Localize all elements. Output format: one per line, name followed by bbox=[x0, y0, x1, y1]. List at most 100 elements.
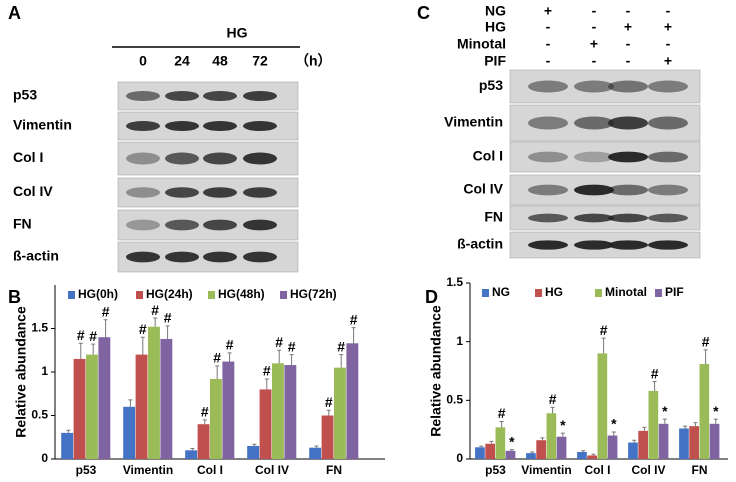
bar bbox=[495, 427, 506, 459]
row-label: Vimentin bbox=[13, 117, 72, 133]
error-bar bbox=[499, 420, 504, 428]
significance-mark: # bbox=[89, 328, 97, 344]
bar bbox=[123, 406, 136, 459]
y-tick-label: 0.5 bbox=[446, 393, 463, 407]
blot-band bbox=[126, 219, 160, 231]
blot-band bbox=[203, 187, 237, 198]
y-axis-label: Relative abundance bbox=[13, 306, 29, 438]
bar bbox=[309, 447, 322, 459]
row-label: Col I bbox=[473, 148, 503, 164]
blot-band bbox=[528, 213, 568, 223]
error-bar bbox=[140, 336, 145, 355]
blot-band bbox=[574, 80, 614, 93]
bar bbox=[556, 436, 567, 459]
error-bar bbox=[652, 381, 657, 391]
significance-mark: # bbox=[702, 334, 710, 350]
error-bar bbox=[252, 443, 257, 446]
treatment-mark: + bbox=[624, 19, 632, 35]
blot-band bbox=[528, 184, 568, 196]
bar bbox=[148, 326, 160, 459]
bar bbox=[679, 428, 689, 459]
blot-band bbox=[165, 219, 199, 231]
blot-band bbox=[203, 251, 237, 263]
blot-band bbox=[243, 187, 277, 198]
row-label: p53 bbox=[13, 87, 37, 103]
error-bar bbox=[703, 349, 708, 364]
blot-band bbox=[126, 187, 160, 198]
x-tick-label: Col IV bbox=[255, 463, 289, 477]
blot-band bbox=[126, 152, 160, 165]
time-unit: （h） bbox=[295, 53, 332, 69]
significance-mark: * bbox=[662, 403, 668, 419]
significance-mark: # bbox=[549, 391, 557, 407]
legend-label: HG(24h) bbox=[146, 287, 193, 301]
legend-swatch bbox=[280, 291, 287, 299]
blot-band bbox=[608, 151, 648, 163]
error-bar bbox=[153, 317, 158, 327]
bar bbox=[648, 390, 659, 459]
error-bar bbox=[351, 327, 356, 344]
significance-mark: # bbox=[213, 350, 221, 366]
legend-label: HG(0h) bbox=[78, 287, 118, 301]
y-tick-label: 1 bbox=[456, 334, 463, 348]
significance-mark: # bbox=[651, 365, 659, 381]
error-bar bbox=[530, 451, 535, 454]
y-tick-label: 0 bbox=[41, 451, 48, 465]
blot-band bbox=[648, 184, 688, 196]
blot-band bbox=[574, 213, 614, 223]
treatment-label: HG bbox=[227, 25, 248, 41]
bar bbox=[689, 426, 699, 459]
blot-band bbox=[243, 90, 277, 102]
significance-mark: # bbox=[337, 338, 345, 354]
row-label: Col I bbox=[13, 149, 43, 165]
error-bar bbox=[540, 437, 545, 441]
x-tick-label: p53 bbox=[76, 463, 97, 477]
significance-mark: * bbox=[611, 416, 617, 432]
bar bbox=[577, 451, 587, 459]
row-label: Vimentin bbox=[444, 114, 503, 130]
y-tick-label: 1 bbox=[41, 364, 48, 378]
blot-band bbox=[165, 152, 199, 165]
legend-label: Minotal bbox=[605, 285, 647, 299]
legend-label: NG bbox=[492, 285, 510, 299]
bar bbox=[222, 361, 235, 459]
bar bbox=[73, 358, 86, 459]
blot-band bbox=[203, 219, 237, 231]
x-tick-label: p53 bbox=[485, 463, 506, 477]
blot-band bbox=[528, 151, 568, 163]
error-bar bbox=[611, 431, 616, 436]
error-bar bbox=[314, 445, 319, 448]
blot-band bbox=[574, 151, 614, 163]
bar bbox=[638, 430, 648, 459]
error-bar bbox=[632, 439, 637, 443]
significance-mark: # bbox=[102, 304, 110, 320]
bar bbox=[197, 424, 210, 459]
error-bar bbox=[509, 449, 514, 451]
legend-label: HG(48h) bbox=[218, 287, 265, 301]
blot-band bbox=[648, 213, 688, 223]
legend-label: HG(72h) bbox=[290, 287, 337, 301]
bar bbox=[628, 442, 638, 459]
legend-swatch bbox=[68, 291, 75, 299]
significance-mark: # bbox=[263, 363, 271, 379]
significance-mark: # bbox=[151, 302, 159, 318]
error-bar bbox=[693, 422, 698, 427]
blot-band bbox=[126, 90, 160, 102]
bar bbox=[259, 389, 272, 459]
error-bar bbox=[165, 325, 170, 339]
x-tick-label: Vimentin bbox=[123, 463, 173, 477]
bar bbox=[86, 354, 98, 459]
time-label: 24 bbox=[174, 53, 190, 69]
significance-mark: * bbox=[509, 433, 515, 449]
blot-band bbox=[243, 120, 277, 132]
error-bar bbox=[91, 343, 96, 355]
legend-label: PIF bbox=[665, 285, 684, 299]
bar bbox=[709, 423, 720, 459]
significance-mark: # bbox=[226, 337, 234, 353]
significance-mark: # bbox=[600, 322, 608, 338]
row-label: ß-actin bbox=[13, 248, 59, 264]
bar bbox=[272, 363, 284, 459]
error-bar bbox=[66, 429, 71, 433]
blot-band bbox=[574, 240, 614, 250]
